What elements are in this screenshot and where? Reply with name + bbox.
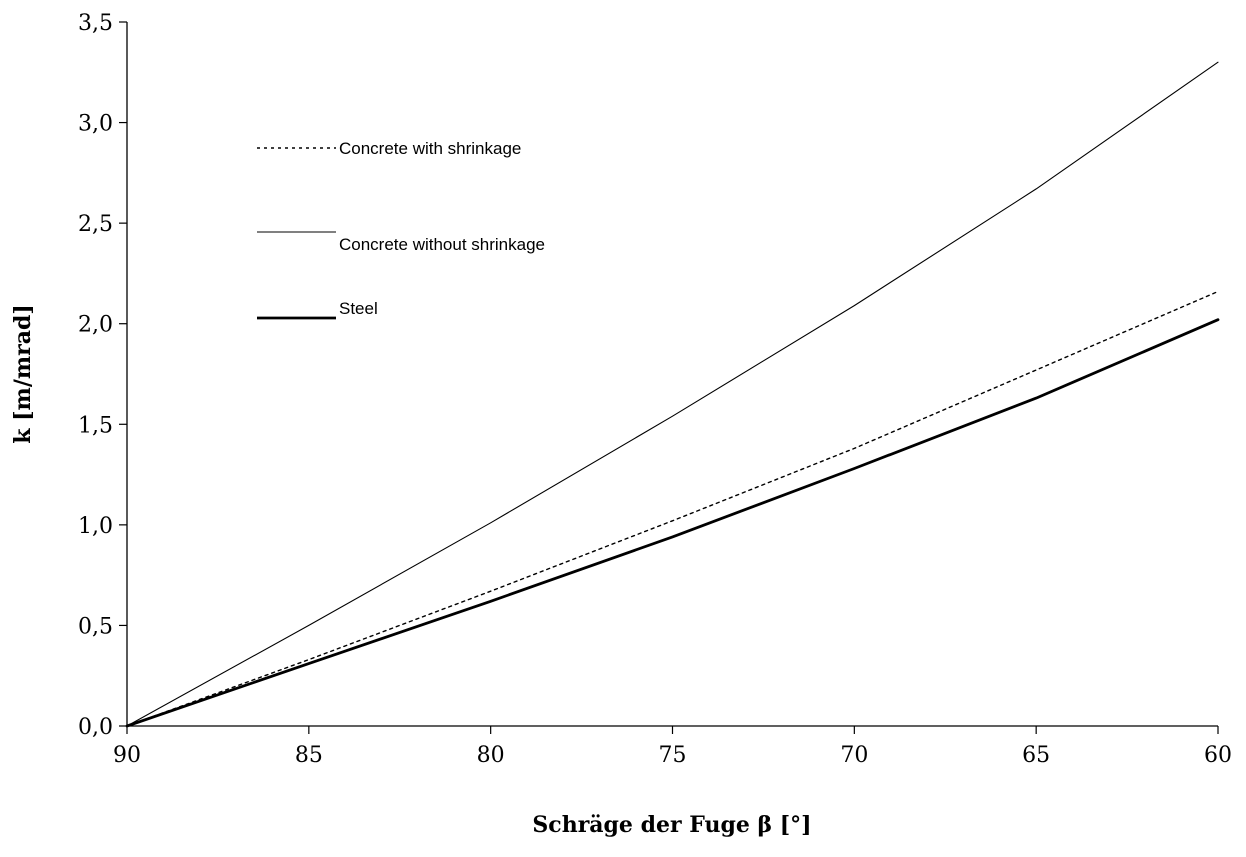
y-axis-title: k [m/mrad] [10,304,36,444]
series-line-2 [126,61,1219,727]
legend-label-1: Concrete with shrinkage [339,139,521,158]
x-tick-label: 60 [1204,743,1232,768]
legend: Concrete with shrinkage Concrete without … [257,139,545,320]
y-tick-label: 0,0 [78,715,113,740]
x-tick-label: 90 [113,743,141,768]
legend-label-3: Steel [339,299,378,318]
x-tick-label: 65 [1022,743,1050,768]
x-tick-label: 75 [659,743,687,768]
y-tick-label: 3,5 [78,11,113,36]
y-tick-label: 3,0 [78,112,113,137]
y-tick-label: 2,5 [78,212,113,237]
y-tick-label: 1,0 [78,514,113,539]
legend-label-2: Concrete without shrinkage [339,235,545,254]
series-line-3 [125,318,1220,728]
y-tick-label: 0,5 [78,614,113,639]
x-tick-label: 70 [840,743,868,768]
x-tick-label: 80 [477,743,505,768]
y-tick-label: 2,0 [78,313,113,338]
y-tick-label: 1,5 [78,413,113,438]
ticks: 0,0 0,5 1,0 1,5 2,0 2,5 3,0 3,5 90 85 80 75 70 65 60 [78,11,1232,768]
x-tick-label: 85 [295,743,323,768]
x-axis-title: Schräge der Fuge β [°] [532,812,811,838]
axes [126,22,1218,727]
series-lines [125,61,1220,728]
series-line-1 [126,290,1219,727]
